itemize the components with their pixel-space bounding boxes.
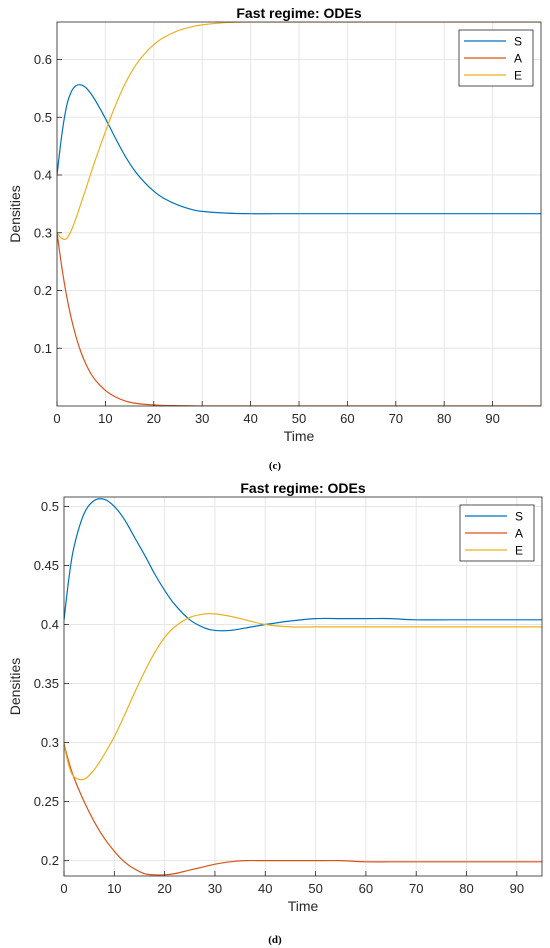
y-tick-label: 0.1 — [34, 341, 52, 356]
x-tick-label: 20 — [147, 411, 161, 426]
x-tick-label: 40 — [243, 411, 257, 426]
x-tick-label: 10 — [107, 881, 121, 896]
legend-label-a: A — [515, 527, 523, 541]
legend-label-e: E — [515, 544, 523, 558]
x-tick-label: 20 — [157, 881, 171, 896]
legend-label-s: S — [515, 510, 523, 524]
y-tick-label: 0.5 — [41, 499, 59, 514]
series-line-a — [64, 743, 542, 876]
legend-label-a: A — [514, 52, 522, 66]
legend-label-s: S — [514, 35, 522, 49]
x-tick-label: 0 — [60, 881, 67, 896]
x-tick-label: 30 — [208, 881, 222, 896]
y-tick-label: 0.2 — [34, 283, 52, 298]
chart-title: Fast regime: ODEs — [240, 480, 365, 496]
y-tick-label: 0.5 — [34, 110, 52, 125]
y-axis-label: Densities — [7, 185, 23, 243]
series-line-s — [57, 84, 541, 215]
series-line-e — [57, 22, 541, 241]
chart-title: Fast regime: ODEs — [236, 5, 361, 21]
y-tick-label: 0.2 — [41, 853, 59, 868]
x-tick-label: 30 — [195, 411, 209, 426]
x-tick-label: 80 — [459, 881, 473, 896]
y-tick-label: 0.35 — [34, 676, 59, 691]
axes-box — [63, 496, 543, 877]
series-line-e — [64, 612, 542, 781]
legend-label-e: E — [514, 69, 522, 83]
x-tick-label: 50 — [292, 411, 306, 426]
chart-c: 0 10 20 30 40 50 60 70 80 90 0.1 0.2 0.3 0.4 0.5 0.6 Fas… — [7, 5, 542, 444]
x-tick-label: 90 — [485, 411, 499, 426]
x-tick-label: 60 — [340, 411, 354, 426]
x-axis-label: Time — [288, 898, 319, 914]
y-tick-label: 0.4 — [41, 617, 59, 632]
x-tick-label: 40 — [258, 881, 272, 896]
x-tick-label: 0 — [53, 411, 60, 426]
y-axis-label: Densities — [7, 658, 23, 716]
x-tick-label: 70 — [389, 411, 403, 426]
y-tick-label: 0.45 — [34, 558, 59, 573]
series-line-s — [64, 498, 542, 632]
y-tick-label: 0.6 — [34, 52, 52, 67]
caption-d: (d) — [268, 934, 282, 946]
x-tick-label: 80 — [437, 411, 451, 426]
y-tick-label: 0.4 — [34, 168, 52, 183]
legend: SAE — [458, 29, 534, 87]
y-tick-label: 0.25 — [34, 794, 59, 809]
caption-c: (c) — [269, 460, 282, 472]
x-axis-label: Time — [284, 428, 315, 444]
x-tick-label: 90 — [510, 881, 524, 896]
legend: SAE — [459, 504, 535, 562]
series-line-a — [57, 232, 541, 406]
x-tick-label: 70 — [409, 881, 423, 896]
y-tick-label: 0.3 — [34, 225, 52, 240]
x-tick-label: 50 — [308, 881, 322, 896]
chart-d: 0 10 20 30 40 50 60 70 80 90 0.2 0.25 0.3 0.35 0.4 0.45… — [7, 480, 543, 914]
x-tick-label: 10 — [98, 411, 112, 426]
y-tick-label: 0.3 — [41, 735, 59, 750]
x-tick-label: 60 — [359, 881, 373, 896]
